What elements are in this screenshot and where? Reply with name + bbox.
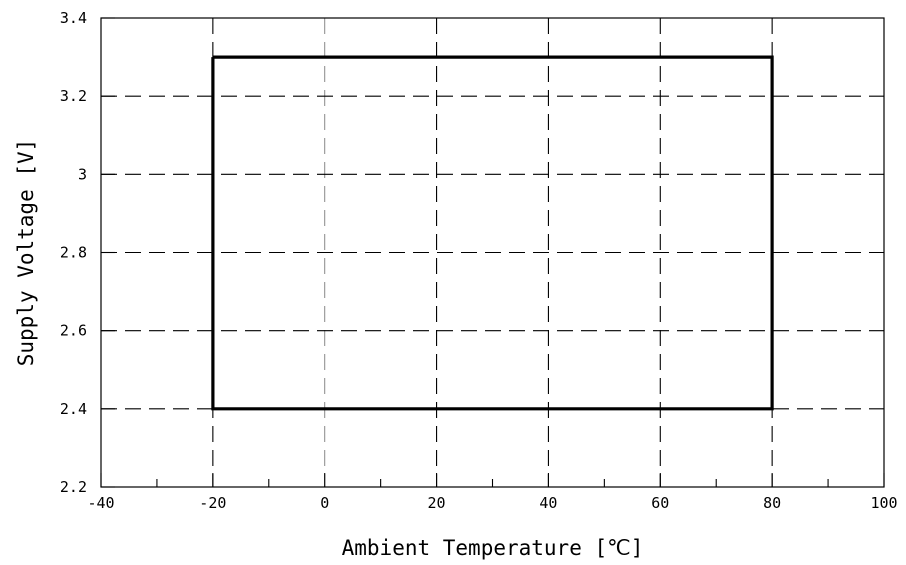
operating-range-outline [211,55,774,411]
x-tick-label: 60 [651,494,669,512]
x-tick-label: 0 [320,494,329,512]
axis-ticks [100,17,885,488]
y-tick-label: 2.6 [60,322,87,340]
x-tick-label: -20 [199,494,226,512]
y-tick-label: 3 [78,165,87,183]
y-tick-label: 2.4 [60,400,87,418]
x-tick-label: -40 [87,494,114,512]
x-tick-label: 20 [428,494,446,512]
y-tick-label: 3.4 [60,9,87,27]
y-tick-label: 2.2 [60,478,87,496]
series-layer [211,55,774,411]
x-tick-label: 80 [763,494,781,512]
y-tick-label: 2.8 [60,244,87,262]
x-tick-label: 40 [539,494,557,512]
x-tick-label: 100 [870,494,897,512]
y-tick-label: 3.2 [60,87,87,105]
x-axis-tick-labels: -40 -20 0 20 40 60 80 100 [87,494,897,512]
grid-lines [101,18,884,487]
x-axis-label: Ambient Temperature [℃] [342,536,644,560]
y-axis-tick-labels: 2.2 2.4 2.6 2.8 3 3.2 3.4 [60,9,87,496]
y-axis-label: Supply Voltage [V] [14,139,38,367]
